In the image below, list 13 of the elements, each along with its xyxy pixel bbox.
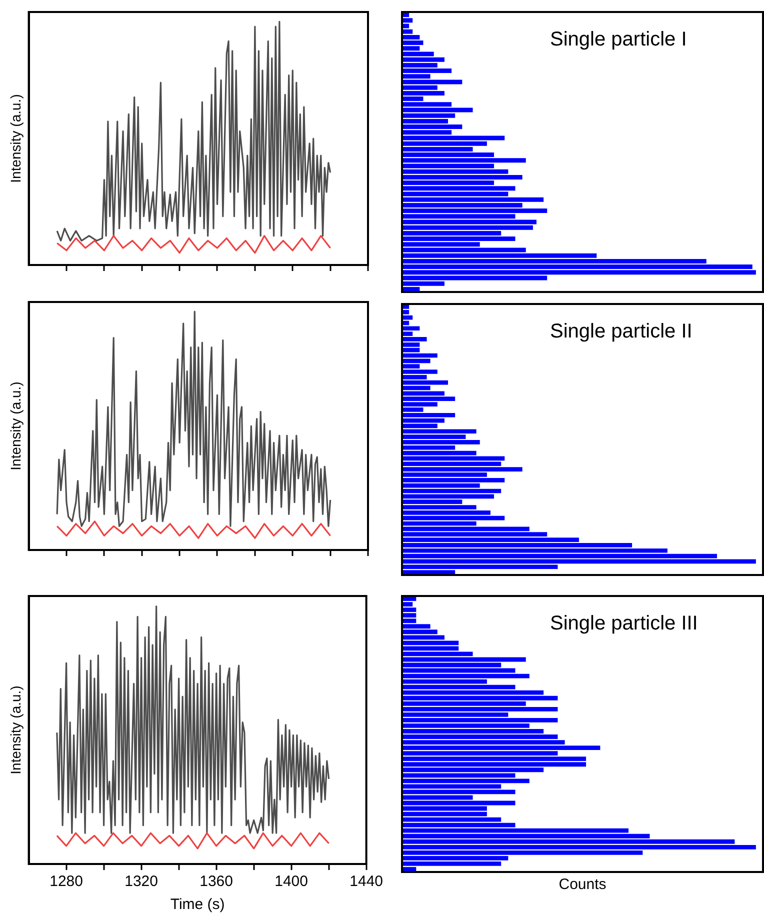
x-tick-label: 1280 — [50, 873, 83, 890]
x-tick-label: 1320 — [124, 873, 158, 890]
x-tick-label: 1440 — [350, 873, 384, 890]
x-tick-label: 1360 — [200, 873, 233, 890]
text: Single particle I — [550, 28, 687, 51]
text: Single particle III — [550, 612, 698, 635]
y-axis-title: Intensity (a.u.) — [7, 686, 24, 774]
y-axis-title: Intensity (a.u.) — [7, 94, 24, 183]
y-axis-title: Intensity (a.u.) — [7, 382, 24, 470]
x-axis-title: Counts — [558, 876, 606, 894]
x-tick-label: 1400 — [274, 873, 308, 890]
text: Single particle II — [550, 320, 692, 343]
x-axis-title: Time (s) — [170, 896, 225, 914]
